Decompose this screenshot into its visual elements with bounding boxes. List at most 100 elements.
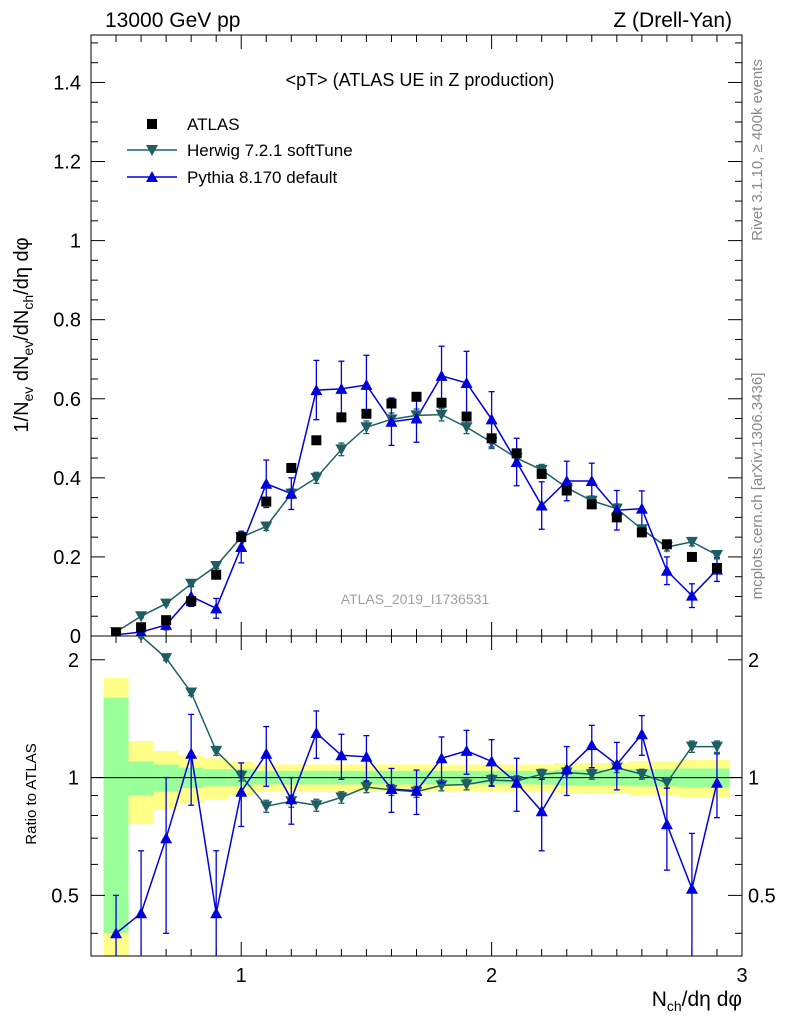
data-point-atlas [611,512,622,523]
data-point [335,444,348,456]
analysis-id: ATLAS_2019_I1736531 [341,591,490,607]
legend-label: Herwig 7.2.1 softTune [187,141,353,160]
data-point [435,369,448,381]
data-point-atlas [586,499,597,510]
data-point [260,521,273,533]
data-point-atlas [261,496,272,507]
ratio-point [160,653,173,665]
ratio-point [535,805,548,817]
data-point-atlas [511,448,522,459]
y-tick-label-ratio-right: 0.5 [748,885,776,907]
data-point [235,541,248,553]
data-point-atlas [486,433,497,444]
ratio-point [335,792,348,804]
data-point [260,477,273,489]
data-point [360,378,373,390]
mcplots-label: mcplots.cern.ch [arXiv:1306.3436] [749,373,766,600]
data-point [285,487,298,499]
data-point [460,376,473,388]
ratio-point [235,785,248,797]
data-point-atlas [536,468,547,479]
rivet-label: Rivet 3.1.10, ≥ 400k events [749,59,766,241]
data-point-atlas [236,532,247,543]
ratio-point [260,801,273,813]
ratio-panel: 1 2 3 0.5 0.5 1 1 2 2 [51,635,776,987]
ratio-point [460,779,473,791]
data-point-atlas [411,391,422,402]
ratio-point [585,739,598,751]
ratio-point [435,752,448,764]
ratio-point [535,769,548,781]
ratio-point [360,782,373,794]
data-point [210,602,223,614]
data-point [460,422,473,434]
data-point [585,475,598,487]
data-point-atlas [461,411,472,422]
data-point [635,502,648,514]
ratio-point [385,782,398,794]
energy-label: 13000 GeV pp [105,9,240,32]
chart-title: <pT> (ATLAS UE in Z production) [286,70,555,90]
data-point-atlas [661,539,672,550]
ratio-point [110,927,123,939]
x-tick-label: 3 [736,965,747,987]
y-tick-label-main: 0 [70,626,81,648]
legend-marker [147,119,157,129]
data-point [160,598,173,610]
data-point-atlas [711,562,722,573]
data-point-atlas [186,596,197,607]
data-point-atlas [561,485,572,496]
ratio-point [610,758,623,770]
ratio-point [660,777,673,789]
ratio-point [360,750,373,762]
data-point-atlas [636,527,647,538]
data-point-atlas [361,408,372,419]
ratio-point [585,769,598,781]
y-tick-label-ratio: 2 [68,650,79,672]
y-tick-label-ratio-right: 2 [748,650,759,672]
process-label: Z (Drell-Yan) [613,9,732,32]
data-point [560,475,573,487]
data-point [535,499,548,511]
ratio-point [335,749,348,761]
y-axis-label-main: 1/Nev dNev/dNch/dη dφ [11,237,36,432]
x-axis-label: Nch/dη dφ [652,988,742,1014]
band-stat [128,761,154,796]
legend-label: Pythia 8.170 default [187,168,338,187]
data-point [360,422,373,434]
ratio-point [510,776,523,788]
ratio-point [710,741,723,753]
ratio-point [660,818,673,830]
data-point-atlas [686,551,697,562]
y-tick-label-main: 0.4 [53,468,81,490]
ratio-point [635,728,648,740]
data-point-atlas [386,398,397,409]
y-tick-label-ratio-right: 1 [748,768,759,790]
data-point [310,472,323,484]
band-stat [103,697,129,934]
y-tick-label-main: 1 [70,231,81,253]
data-point [410,412,423,424]
data-point [135,611,148,623]
ratio-point [185,747,198,759]
y-tick-label-main: 1.4 [53,72,81,94]
ratio-point [685,741,698,753]
data-point [435,409,448,421]
data-point-atlas [111,627,122,636]
data-point [385,415,398,427]
data-point-atlas [211,569,222,580]
ratio-point [560,763,573,775]
x-tick-label: 2 [486,965,497,987]
y-tick-label-ratio: 1 [68,768,79,790]
y-tick-label-main: 0.2 [53,547,81,569]
data-point [660,564,673,576]
data-point [310,384,323,396]
ratio-point [160,832,173,844]
data-point-atlas [286,462,297,473]
data-point [485,413,498,425]
ratio-point [210,907,223,919]
ratio-point [135,907,148,919]
ratio-point [310,726,323,738]
ratio-bands [103,677,730,956]
